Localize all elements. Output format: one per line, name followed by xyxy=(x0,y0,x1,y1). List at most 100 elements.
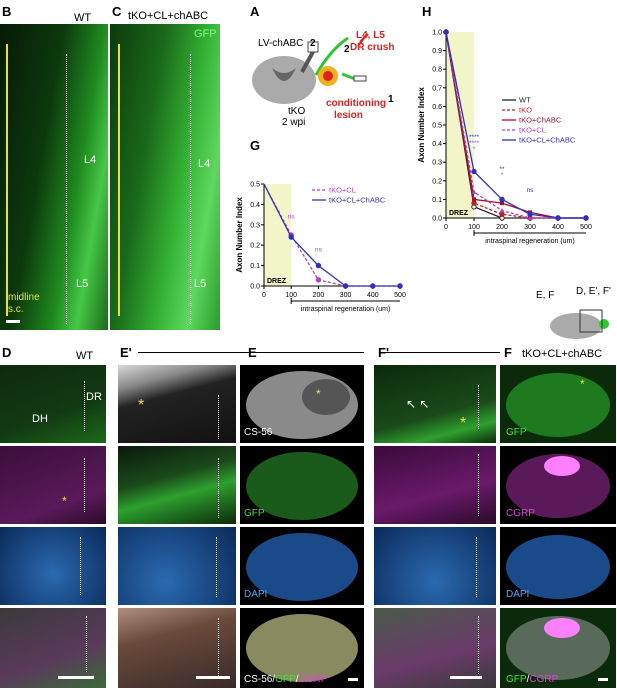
fprime-cgrp xyxy=(374,446,496,524)
panel-label-b: B xyxy=(2,4,12,19)
f-cgrp-label: CGRP xyxy=(506,508,535,519)
f-gfp: * GFP xyxy=(500,365,616,443)
d-gfp: DH DR xyxy=(0,365,106,443)
data-point xyxy=(443,29,449,35)
f-dapi: DAPI xyxy=(500,527,616,605)
panel-c-image: GFP L4 L5 xyxy=(110,24,220,330)
inset-schematic xyxy=(550,309,609,339)
panel-label-g: G xyxy=(250,138,261,153)
x-tick-label: 200 xyxy=(313,292,325,299)
y-tick-label: 0.5 xyxy=(250,182,260,189)
chart-g: DREZ 0.0 0.1 0.2 0.3 0.4 0.5 0 100 200 300 400 500in… xyxy=(235,182,406,314)
d-dr: DR xyxy=(86,391,102,403)
significance-label: ** xyxy=(499,166,505,173)
y-tick-label: 0.3 xyxy=(250,222,260,229)
a-wpi: 2 wpi xyxy=(282,117,306,128)
y-tick-label: 0.3 xyxy=(432,160,442,167)
x-tick-label: 500 xyxy=(394,292,406,299)
y-tick-label: 0.2 xyxy=(432,178,442,185)
y-axis-label: Axon Number Index xyxy=(235,197,244,273)
d-merge xyxy=(0,608,106,688)
panel-label-d: D xyxy=(2,345,12,360)
legend-label: tKO xyxy=(519,106,532,115)
data-point xyxy=(527,215,533,220)
panel-b-l5: L5 xyxy=(76,278,89,290)
f-dapi-label: DAPI xyxy=(506,589,530,600)
drez-label: DREZ xyxy=(267,278,287,285)
a-num2a: 2 xyxy=(310,38,316,49)
f-merge-gfp: GFP xyxy=(506,674,527,685)
data-point xyxy=(288,234,294,240)
significance-label: **** xyxy=(469,134,480,141)
significance-label: ns xyxy=(527,187,535,194)
x-tick-label: 300 xyxy=(524,224,536,231)
a-lv-label: LV-chABC xyxy=(258,38,304,49)
f-cgrp: CGRP xyxy=(500,446,616,524)
e-cs56-label: CS-56 xyxy=(244,427,273,438)
panel-label-c: C xyxy=(112,4,122,19)
y-tick-label: 0.8 xyxy=(432,67,442,74)
panel-b-condition: WT xyxy=(74,12,92,24)
x-tick-label: 100 xyxy=(468,224,480,231)
legend-label: tKO+ChABC xyxy=(519,116,562,125)
eprime-gfp xyxy=(118,446,236,524)
y-tick-label: 0.0 xyxy=(250,284,260,291)
panel-c-condition: tKO+CL+chABC xyxy=(128,10,209,22)
legend-label: tKO+CL+ChABC xyxy=(519,136,576,145)
chart-h: DREZ 0.0 0.1 0.2 0.3 0.4 0.5 0.6 0.7 0.8 0.9 1.0 0 10… xyxy=(417,29,592,245)
significance-label: ns xyxy=(288,214,296,221)
data-point xyxy=(472,197,476,202)
inset-ef: E, F xyxy=(536,290,555,301)
panel-label-a: A xyxy=(250,4,260,19)
e-merge-gfp: GFP xyxy=(275,674,296,685)
panel-c-l4: L4 xyxy=(198,158,211,170)
e-gfp: GFP xyxy=(240,446,364,524)
a-tko: tKO xyxy=(288,106,306,117)
y-tick-label: 0.5 xyxy=(432,123,442,130)
e-merge: CS-56/GFP/CGRP xyxy=(240,608,364,688)
data-point xyxy=(370,283,376,289)
e-cs56: * CS-56 xyxy=(240,365,364,443)
legend-label: tKO+CL+ChABC xyxy=(329,196,386,205)
y-tick-label: 0.7 xyxy=(432,85,442,92)
panel-f-condition: tKO+CL+chABC xyxy=(522,348,603,360)
drez-label: DREZ xyxy=(449,210,469,217)
data-point xyxy=(499,211,505,217)
schematic-a xyxy=(252,33,369,104)
data-point xyxy=(471,189,477,194)
scale-bar xyxy=(6,320,20,323)
fprime-dapi xyxy=(374,527,496,605)
panel-label-eprime: E' xyxy=(120,345,132,360)
a-num1: 1 xyxy=(388,94,394,105)
data-point xyxy=(555,215,561,221)
e-merge-slash: / xyxy=(295,674,299,685)
data-point xyxy=(397,283,403,289)
data-point xyxy=(315,262,322,269)
panel-b-sc: s.c. xyxy=(8,304,24,315)
e-gfp-label: GFP xyxy=(244,508,265,519)
x-axis-label: intraspinal regeneration (um) xyxy=(485,238,575,245)
data-point xyxy=(315,277,322,283)
panel-d-condition: WT xyxy=(76,350,94,362)
significance-label: * xyxy=(501,172,504,179)
panel-b-image: L4 L5 midline s.c. xyxy=(0,24,108,330)
y-tick-label: 1.0 xyxy=(432,30,442,37)
inset-def: D, E', F' xyxy=(576,286,611,297)
y-tick-label: 0.9 xyxy=(432,48,442,55)
legend-label: WT xyxy=(519,96,531,105)
drez-band xyxy=(264,184,292,286)
fprime-gfp: ↖ ↖ * xyxy=(374,365,496,443)
y-tick-label: 0.2 xyxy=(250,243,260,250)
data-point xyxy=(471,168,477,175)
x-tick-label: 400 xyxy=(367,292,379,299)
f-merge-cgrp: CGRP xyxy=(529,674,559,685)
f-gfp-label: GFP xyxy=(506,427,527,438)
eprime-dapi xyxy=(118,527,236,605)
x-tick-label: 0 xyxy=(262,292,266,299)
f-merge: GFP/CGRP xyxy=(500,608,616,688)
y-tick-label: 0.4 xyxy=(250,202,260,209)
eprime-merge xyxy=(118,608,236,688)
e-dapi: DAPI xyxy=(240,527,364,605)
series-line xyxy=(263,183,400,287)
data-point xyxy=(499,208,505,213)
